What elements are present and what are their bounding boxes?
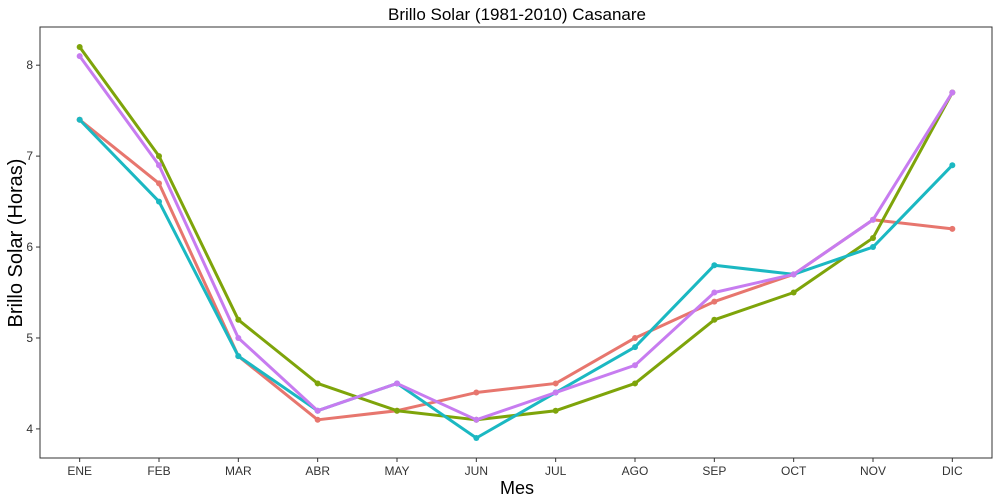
y-tick-label: 4	[26, 422, 33, 436]
data-point	[156, 198, 162, 205]
data-point	[711, 289, 718, 296]
data-point	[790, 271, 797, 278]
y-axis: 4 5 6 7 8	[26, 58, 40, 436]
x-tick-label: MAR	[225, 464, 252, 478]
data-point	[156, 180, 162, 187]
data-point	[552, 389, 559, 396]
x-tick-label: FEB	[147, 464, 170, 478]
x-tick-label: MAY	[384, 464, 409, 478]
data-point	[632, 334, 638, 341]
series-line-3	[78, 118, 954, 440]
series-group-2	[76, 44, 956, 423]
data-point	[552, 407, 559, 414]
data-point	[870, 244, 876, 251]
data-point	[632, 344, 638, 351]
data-point	[156, 162, 162, 169]
x-axis-title: Mes	[500, 478, 534, 498]
data-point	[711, 262, 718, 269]
data-point	[235, 353, 242, 360]
data-point	[394, 380, 400, 387]
series-line-4	[78, 54, 954, 422]
data-point	[711, 316, 718, 323]
x-tick-label: ABR	[305, 464, 330, 478]
data-point	[473, 416, 480, 423]
data-point	[156, 153, 162, 160]
y-axis-title: Brillo Solar (Horas)	[5, 159, 27, 328]
x-tick-label: NOV	[860, 464, 886, 478]
x-axis: ENE FEB MAR ABR MAY JUN JUL AGO SEP OCT NOV DIC	[67, 458, 963, 478]
data-point	[76, 44, 83, 51]
data-point	[314, 416, 321, 423]
series-line-2	[78, 45, 954, 422]
data-point	[632, 380, 638, 387]
data-point	[949, 225, 956, 232]
x-tick-label: SEP	[702, 464, 726, 478]
data-point	[76, 116, 83, 123]
series-group-3	[76, 116, 956, 441]
chart-title: Brillo Solar (1981-2010) Casanare	[388, 5, 646, 24]
y-tick-label: 6	[26, 240, 33, 254]
data-point	[235, 316, 242, 323]
data-point	[949, 162, 956, 169]
plot-panel	[39, 26, 993, 459]
data-point	[394, 407, 400, 414]
x-tick-label: AGO	[622, 464, 649, 478]
x-tick-label: JUN	[465, 464, 488, 478]
series-layer	[76, 44, 956, 441]
y-tick-label: 5	[26, 331, 33, 345]
data-point	[870, 234, 876, 241]
data-point	[870, 216, 876, 223]
x-tick-label: DIC	[942, 464, 963, 478]
data-point	[314, 407, 321, 414]
data-point	[949, 89, 956, 96]
x-tick-label: JUL	[545, 464, 567, 478]
data-point	[235, 334, 242, 341]
data-point	[711, 298, 718, 305]
data-point	[314, 380, 321, 387]
series-line-1	[78, 118, 954, 422]
data-point	[473, 389, 480, 396]
data-point	[632, 362, 638, 369]
y-tick-label: 7	[26, 149, 33, 163]
series-group-4	[76, 53, 956, 423]
x-tick-label: ENE	[67, 464, 92, 478]
x-tick-label: OCT	[781, 464, 807, 478]
y-tick-label: 8	[26, 58, 33, 72]
data-point	[473, 434, 480, 441]
data-point	[552, 380, 559, 387]
data-point	[790, 289, 797, 296]
data-point	[76, 53, 83, 60]
